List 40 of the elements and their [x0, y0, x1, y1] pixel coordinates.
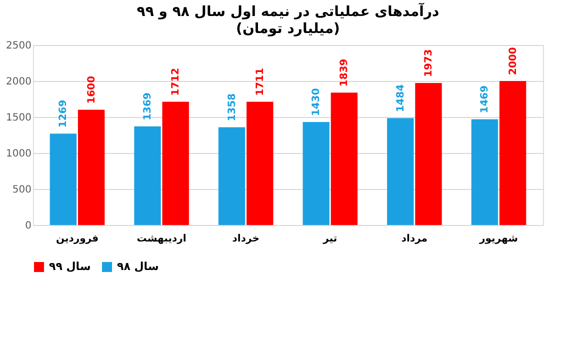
- data-label: 1369: [142, 92, 154, 120]
- bar: [78, 110, 105, 225]
- bar: [471, 119, 498, 225]
- data-label: 1469: [480, 85, 491, 114]
- data-label: 1839: [339, 58, 350, 87]
- data-label: 1430: [311, 88, 322, 116]
- x-tick-label: مرداد: [401, 234, 428, 244]
- bar: [499, 81, 526, 225]
- legend-label: سال ۹۸: [117, 260, 159, 273]
- data-label: 1712: [170, 68, 182, 96]
- y-tick-label: 2000: [6, 76, 32, 88]
- bar: [134, 126, 161, 225]
- y-tick-label: 0: [25, 220, 32, 232]
- x-tick-label: اردیبهشت: [136, 234, 186, 244]
- bar: [387, 118, 414, 225]
- bar: [330, 92, 358, 225]
- chart-title: درآمدهای عملیاتی در نیمه اول سال ۹۸ و ۹۹: [136, 2, 440, 20]
- data-label: 1484: [395, 84, 406, 112]
- x-tick-label: فروردین: [56, 234, 99, 244]
- data-label: 1973: [423, 49, 434, 77]
- x-tick-label: خرداد: [232, 234, 260, 244]
- bar: [415, 82, 442, 225]
- data-label: 1600: [86, 76, 98, 104]
- bar: [302, 122, 330, 225]
- bar: [162, 102, 189, 225]
- bar: [50, 134, 77, 225]
- y-tick-label: 500: [12, 184, 32, 196]
- y-tick-label: 1000: [6, 148, 32, 160]
- chart-subtitle: (میلیارد تومان): [236, 21, 340, 37]
- y-tick-label: 2500: [6, 40, 32, 52]
- data-label: 2000: [508, 47, 519, 75]
- bar: [218, 127, 246, 225]
- y-tick-label: 1500: [6, 112, 32, 124]
- data-label: 1269: [58, 100, 70, 128]
- legend-label: سال ۹۹: [49, 260, 91, 273]
- x-tick-label: تیر: [322, 234, 338, 244]
- bar: [246, 102, 274, 225]
- x-tick-label: شهریور: [478, 234, 518, 244]
- data-label: 1711: [254, 68, 266, 96]
- data-label: 1358: [226, 93, 238, 122]
